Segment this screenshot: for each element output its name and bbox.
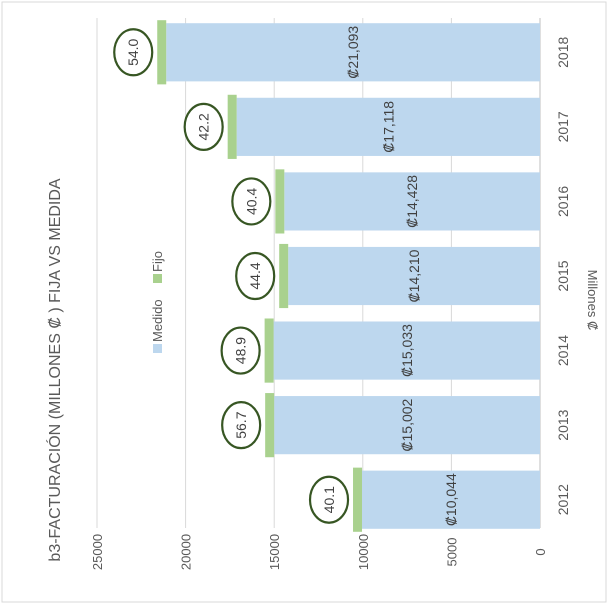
x-tick-label: 2014 <box>555 335 571 366</box>
bars-medido <box>166 23 540 529</box>
bar-medido <box>274 396 540 455</box>
x-tick-label: 2012 <box>555 484 571 515</box>
data-label-fijo: 54.0 <box>125 38 141 65</box>
y-tick-label: 0 <box>533 548 548 555</box>
annotation-ellipse <box>308 475 350 524</box>
x-tick-label: 2015 <box>555 260 571 291</box>
y-tick-label: 5000 <box>444 538 459 567</box>
legend-swatch <box>153 344 162 353</box>
data-label-medido: ₡10,044 <box>443 473 459 526</box>
bar-medido <box>284 172 540 231</box>
y-tick-label: 20000 <box>179 534 194 570</box>
x-tick-label: 2017 <box>555 111 571 142</box>
bar-fijo <box>275 169 285 234</box>
bar-fijo <box>157 20 167 85</box>
bar-medido <box>236 97 540 156</box>
x-tick-label: 2013 <box>555 409 571 440</box>
bar-fijo <box>353 467 363 532</box>
legend-label: Fijo <box>150 251 165 272</box>
bar-fijo <box>279 243 289 309</box>
data-label-fijo: 40.4 <box>243 188 259 215</box>
data-label-medido: ₡15,002 <box>399 398 415 451</box>
data-label-medido: ₡15,033 <box>399 324 415 377</box>
legend: Medido Fijo <box>150 251 165 353</box>
bar-fijo <box>264 318 274 383</box>
chart-title: b3-FACTURACIÓN (MILLONES ₡ ) FIJA VS MED… <box>45 178 64 562</box>
y-tick-label: 10000 <box>356 534 371 570</box>
y-axis-title: Millones ₡ <box>585 270 600 331</box>
y-tick-label: 25000 <box>90 534 105 570</box>
bar-medido <box>362 470 540 529</box>
annotation-ellipse <box>113 28 154 77</box>
bar-medido <box>166 23 540 82</box>
data-label-medido: ₡17,118 <box>380 101 396 153</box>
data-label-fijo: 42.2 <box>196 113 212 140</box>
bars-fijo <box>157 20 363 532</box>
annotation-ellipse <box>183 102 224 151</box>
data-label-fijo: 44.4 <box>247 262 263 289</box>
bar-medido <box>288 246 540 306</box>
x-tick-label: 2016 <box>555 186 571 217</box>
legend-swatch <box>153 274 162 283</box>
legend-label: Medido <box>150 299 165 342</box>
annotation-ellipse <box>220 326 261 375</box>
bar-fijo <box>265 393 275 458</box>
data-label-fijo: 48.9 <box>233 337 249 364</box>
bar-fijo <box>227 94 237 159</box>
bar-medido <box>273 321 540 380</box>
annotation-ellipse <box>231 177 272 226</box>
data-label-fijo: 40.1 <box>321 486 337 513</box>
annotation-ellipse <box>221 401 262 450</box>
data-label-medido: ₡21,093 <box>345 26 361 79</box>
annotation-ellipse <box>235 251 276 301</box>
data-label-fijo: 56.7 <box>233 411 249 438</box>
x-tick-label: 2018 <box>555 37 571 68</box>
y-tick-label: 15000 <box>267 534 282 570</box>
data-label-medido: ₡14,428 <box>404 175 420 228</box>
data-label-medido: ₡14,210 <box>406 249 422 302</box>
